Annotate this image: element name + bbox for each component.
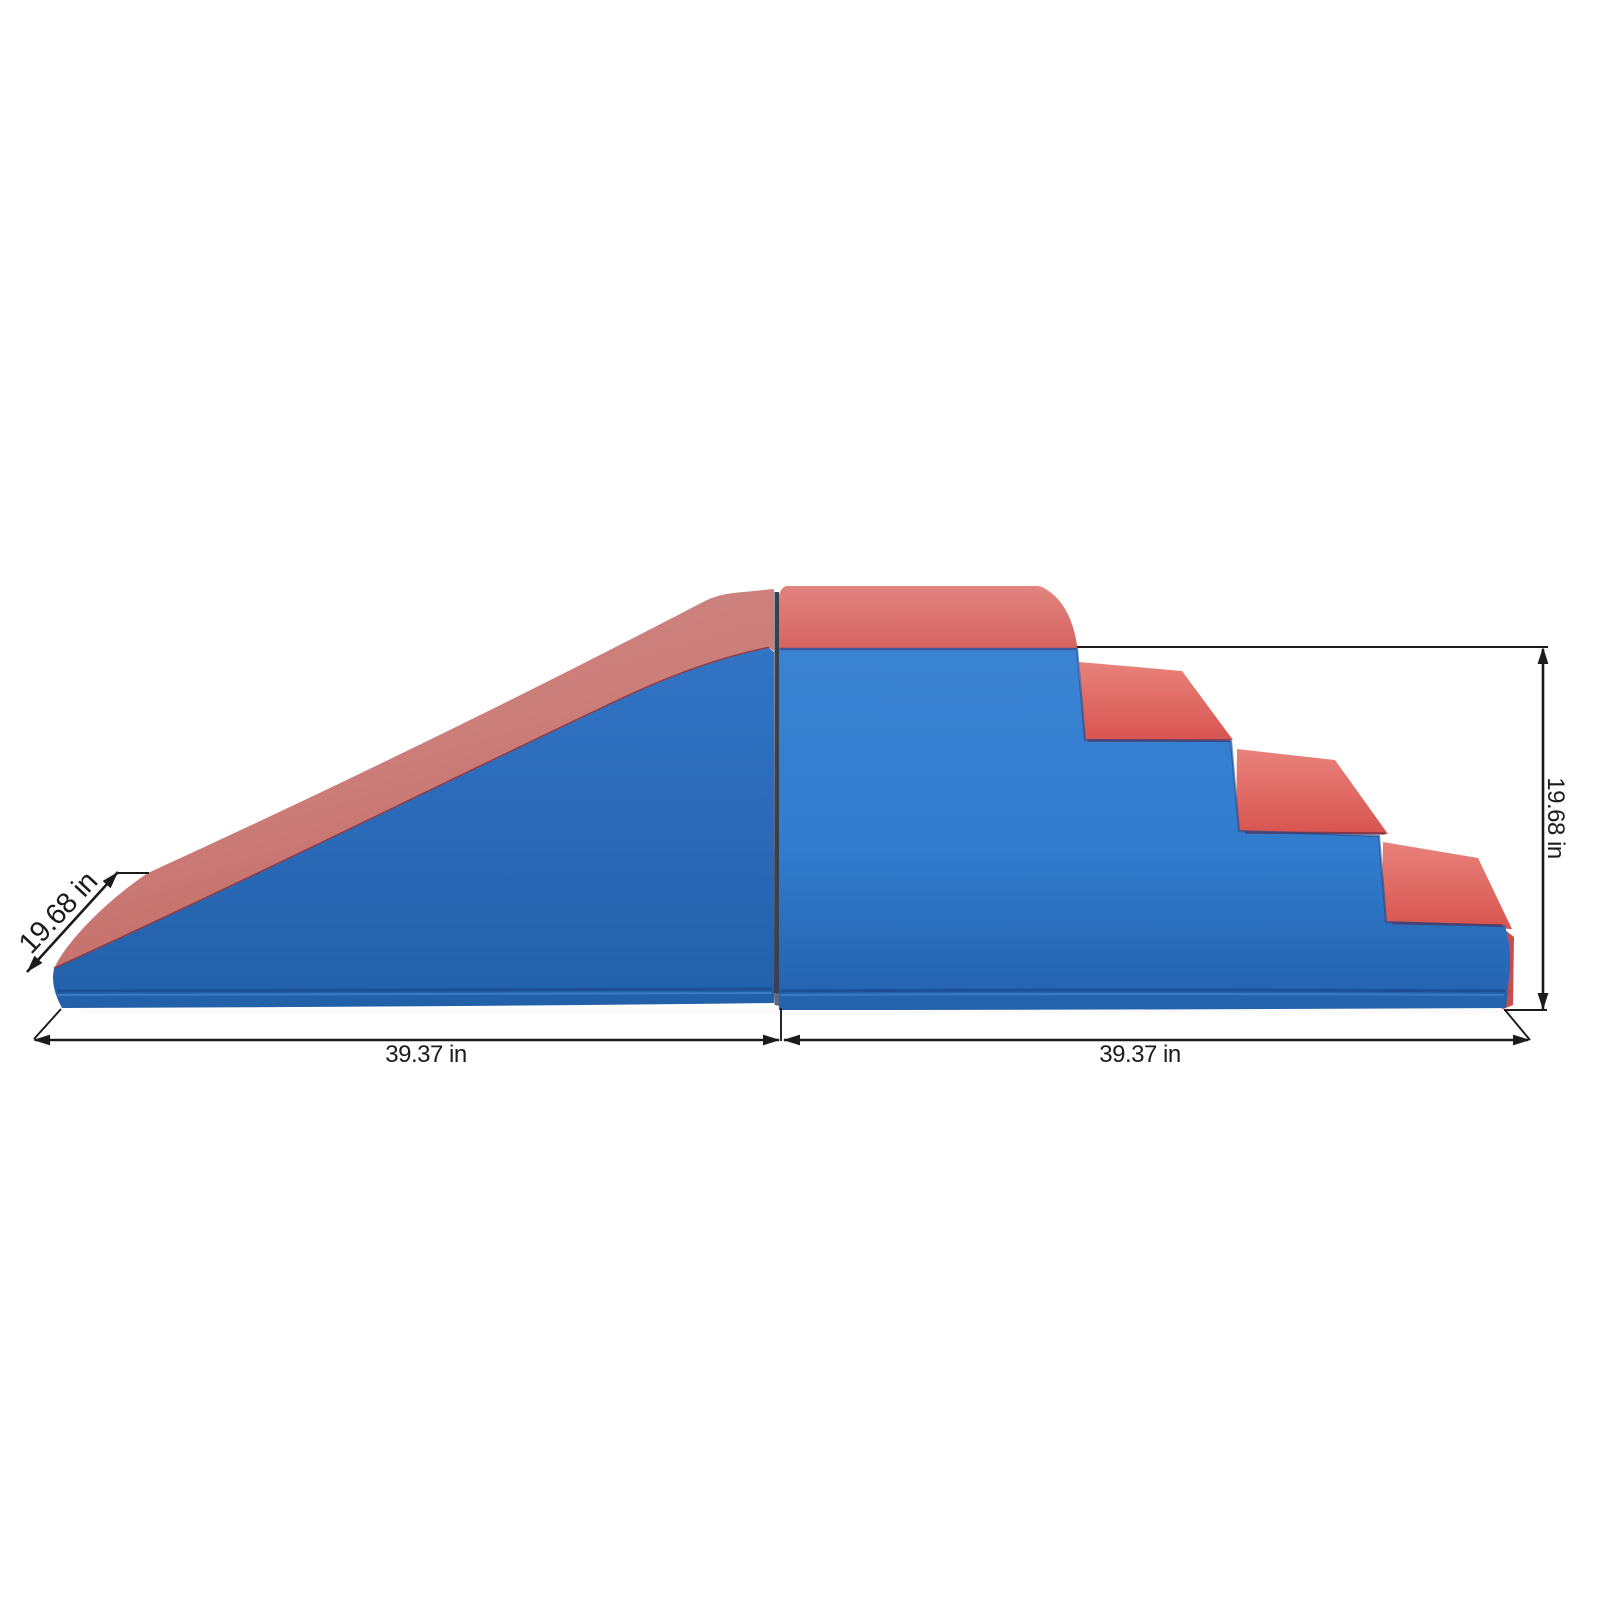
- svg-text:39.37 in: 39.37 in: [1099, 1041, 1180, 1068]
- svg-text:39.37 in: 39.37 in: [385, 1041, 466, 1068]
- svg-text:19.68 in: 19.68 in: [1542, 777, 1569, 858]
